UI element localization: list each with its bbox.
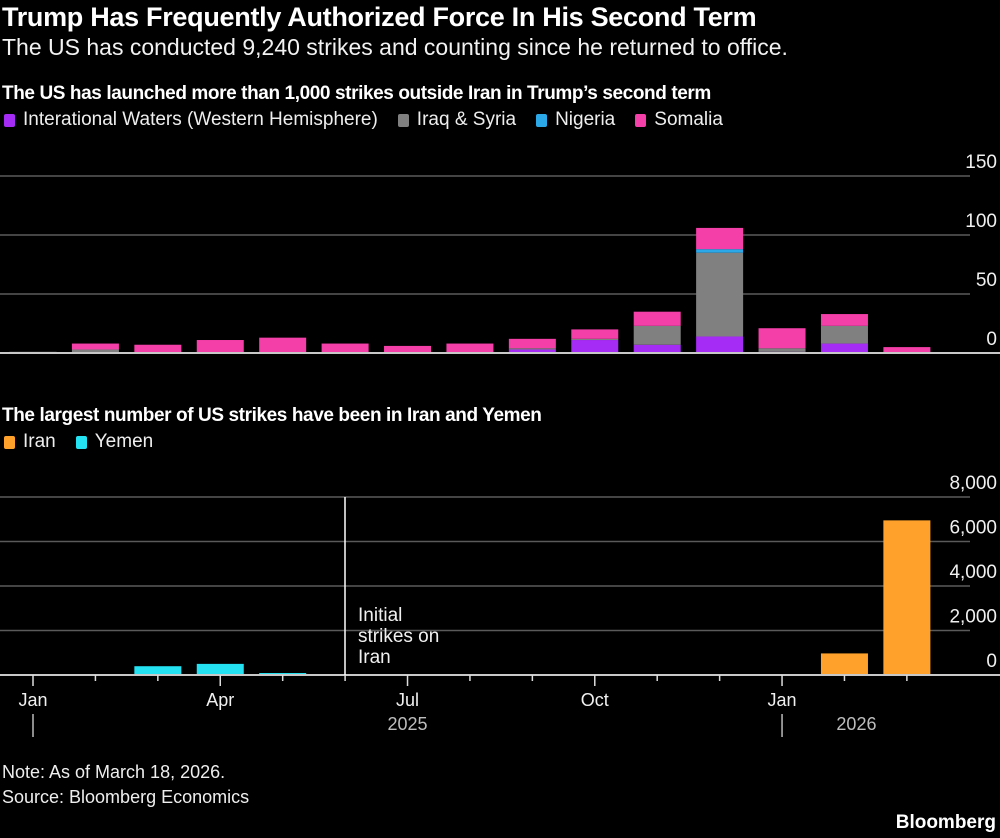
bar-somalia <box>758 328 806 349</box>
bar-somalia <box>696 227 744 250</box>
legend-swatch <box>4 435 15 449</box>
bar-yemen <box>259 672 307 675</box>
bar-yemen <box>134 666 182 675</box>
bar-somalia <box>71 343 119 350</box>
bar-iraq-syria <box>71 349 119 353</box>
bar-somalia <box>883 347 931 353</box>
chart-title: Trump Has Frequently Authorized Force In… <box>2 2 757 32</box>
y-tick-label: 2,000 <box>949 607 997 628</box>
legend-swatch <box>397 113 409 127</box>
note: Note: As of March 18, 2026. <box>2 762 226 782</box>
bar-interational-waters-western-hemisphere- <box>633 344 681 353</box>
legend-item: Somalia <box>635 109 723 131</box>
chart-subtitle: The US has conducted 9,240 strikes and c… <box>2 34 788 60</box>
year-label: 2025 <box>387 714 427 734</box>
bar-somalia <box>508 338 556 349</box>
bar-interational-waters-western-hemisphere- <box>508 349 556 353</box>
legend-item: Iraq & Syria <box>397 109 517 131</box>
annotation-text: strikes on <box>358 626 439 647</box>
bar-somalia <box>820 314 868 326</box>
bar-nigeria <box>696 249 744 253</box>
bar-somalia <box>259 337 307 353</box>
bar-somalia <box>196 340 244 353</box>
legend-swatch <box>4 113 15 127</box>
bar-somalia <box>571 329 619 339</box>
legend-outside-iran: Interational Waters (Western Hemisphere)… <box>4 109 723 131</box>
bar-interational-waters-western-hemisphere- <box>571 340 619 353</box>
x-tick-label: Jan <box>768 690 797 710</box>
panel-title-iran-yemen: The largest number of US strikes have be… <box>2 405 542 426</box>
legend-item: Iran <box>4 431 56 453</box>
bar-iran <box>883 520 931 675</box>
y-tick-label: 0 <box>986 651 997 672</box>
bar-somalia <box>321 343 369 353</box>
bar-yemen <box>196 663 244 675</box>
bar-interational-waters-western-hemisphere- <box>696 336 744 353</box>
x-tick-label: Oct <box>581 690 609 710</box>
legend-label: Yemen <box>94 431 154 452</box>
legend-item: Nigeria <box>536 109 615 131</box>
bar-iraq-syria <box>820 325 868 344</box>
bar-interational-waters-western-hemisphere- <box>820 343 868 353</box>
bar-somalia <box>633 311 681 326</box>
legend-label: Somalia <box>654 109 723 130</box>
bar-iraq-syria <box>633 325 681 345</box>
bar-somalia <box>446 343 494 353</box>
y-tick-label: 8,000 <box>949 473 997 494</box>
y-tick-label: 6,000 <box>949 518 997 539</box>
bar-somalia <box>134 344 182 353</box>
bloomberg-logo: Bloomberg <box>895 812 996 833</box>
annotation-text: Initial <box>358 605 402 626</box>
y-tick-label: 50 <box>976 270 997 291</box>
bar-iraq-syria <box>696 252 744 337</box>
x-tick-label: Apr <box>206 690 234 710</box>
legend-label: Interational Waters (Western Hemisphere) <box>23 109 378 130</box>
panel-title-outside-iran: The US has launched more than 1,000 stri… <box>2 83 711 104</box>
legend-label: Nigeria <box>555 109 616 130</box>
bar-somalia <box>384 345 432 353</box>
legend-item: Yemen <box>75 431 154 453</box>
legend-swatch <box>75 435 87 449</box>
y-tick-label: 100 <box>965 211 997 232</box>
legend-label: Iran <box>23 431 56 452</box>
annotation-text: Iran <box>358 647 391 668</box>
bar-iraq-syria <box>508 348 556 350</box>
legend-iran-yemen: Iran Yemen <box>4 431 153 453</box>
x-tick-label: Jul <box>396 690 419 710</box>
year-label: 2026 <box>836 714 876 734</box>
y-tick-label: 4,000 <box>949 562 997 583</box>
x-tick-label: Jan <box>18 690 47 710</box>
y-tick-label: 0 <box>986 329 997 350</box>
legend-label: Iraq & Syria <box>416 109 517 130</box>
legend-item: Interational Waters (Western Hemisphere) <box>4 109 378 131</box>
y-tick-label: 150 <box>965 152 997 173</box>
bar-iran <box>820 653 868 675</box>
source: Source: Bloomberg Economics <box>2 787 250 807</box>
bar-iraq-syria <box>758 348 806 352</box>
bar-iraq-syria <box>571 338 619 341</box>
legend-swatch <box>536 113 548 127</box>
legend-swatch <box>635 113 647 127</box>
